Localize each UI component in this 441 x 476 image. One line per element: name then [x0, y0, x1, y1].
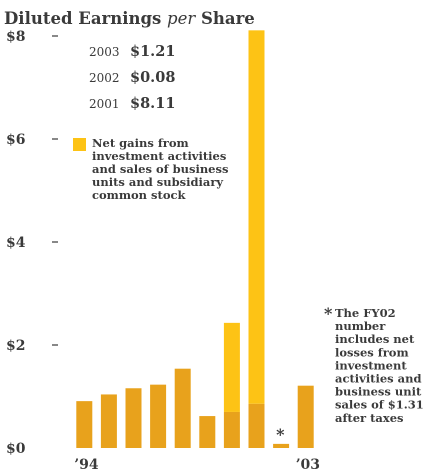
gain-bar-2000	[223, 322, 240, 412]
x-tick-label: ’94	[74, 457, 99, 473]
year-label: 2001	[89, 97, 120, 111]
bar-1995	[100, 394, 117, 448]
footnote-line: The FY02	[335, 306, 396, 320]
chart-title: Diluted Earnings per Share	[4, 9, 255, 28]
title-end: Share	[201, 9, 255, 28]
bars: *	[76, 30, 314, 448]
footnote-line: investment	[335, 358, 407, 372]
y-tick-label: $0	[6, 441, 26, 457]
footnote-line: includes net	[335, 332, 415, 346]
bar-1994	[76, 401, 93, 448]
legend-swatch	[73, 138, 86, 151]
footnote-line: losses from	[335, 345, 409, 359]
legend-line: units and subsidiary	[92, 175, 223, 189]
legend-line: Net gains from	[92, 136, 189, 150]
footnote-line: after taxes	[335, 411, 404, 425]
bar-2000	[223, 411, 240, 448]
y-tick-label: $2	[6, 338, 25, 354]
y-tick-label: $4	[6, 235, 26, 251]
bar-1996	[125, 388, 142, 448]
bar-1999	[199, 416, 216, 448]
bar-asterisk: *	[276, 425, 285, 444]
year-label: 2003	[89, 45, 120, 59]
x-tick-label: ’03	[296, 457, 320, 473]
bar-1997	[150, 384, 167, 448]
year-value: $0.08	[130, 69, 175, 86]
footnote-line: number	[335, 319, 386, 333]
title-italic: per	[167, 9, 196, 28]
year-value: $1.21	[130, 43, 175, 60]
footnote-line: activities and	[335, 372, 422, 386]
footnote-asterisk: *	[324, 304, 333, 323]
bar-2003	[297, 385, 314, 448]
y-tick-label: $6	[6, 132, 25, 148]
legend-line: and sales of business	[92, 162, 228, 176]
year-label: 2002	[89, 71, 120, 85]
y-tick-label: $8	[6, 29, 25, 45]
year-values-list: 2003 $1.21 2002 $0.08 2001 $8.11	[89, 43, 175, 112]
legend-line: common stock	[92, 188, 187, 202]
gain-bar-2001	[248, 30, 265, 404]
footnote-line: business unit	[335, 385, 422, 399]
bar-2001	[248, 403, 265, 448]
footnote-line: sales of $1.31	[335, 398, 424, 412]
year-value: $8.11	[130, 95, 175, 112]
x-axis: ’94 ’03	[74, 457, 320, 473]
y-axis: $0 $2 $4 $6 $8	[6, 29, 58, 457]
title-main: Diluted Earnings	[4, 9, 161, 28]
bar-2002	[273, 443, 290, 448]
legend-line: investment activities	[92, 149, 226, 163]
bar-1998	[174, 368, 191, 448]
